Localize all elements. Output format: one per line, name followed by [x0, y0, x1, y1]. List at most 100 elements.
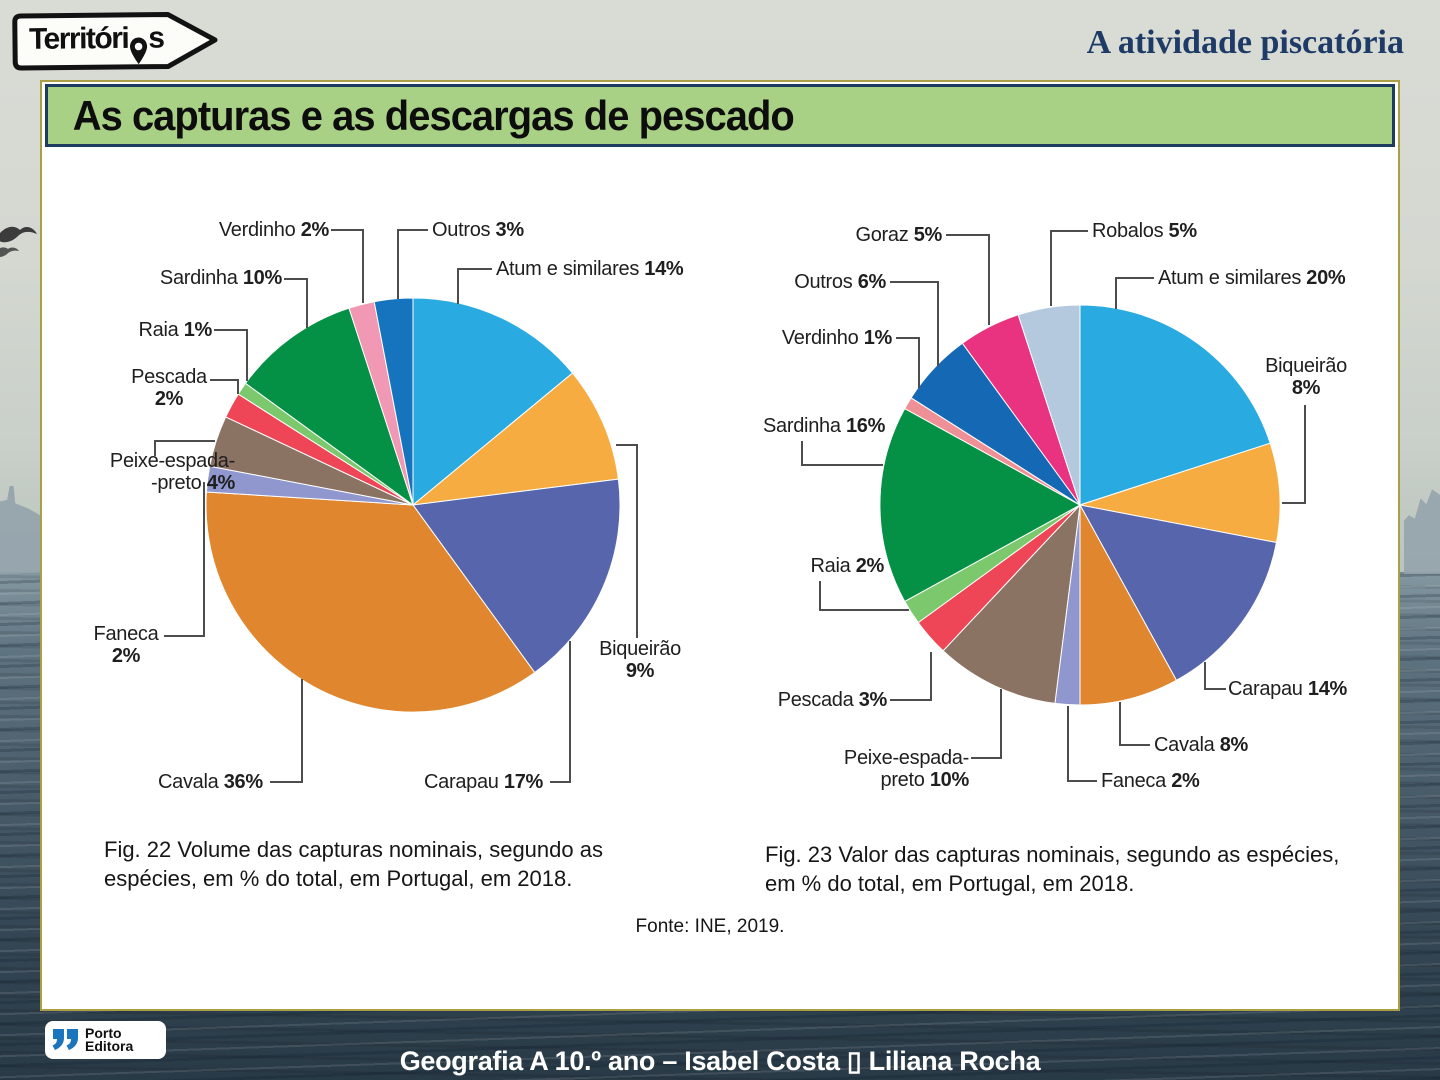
pie-slice-carapau [412, 478, 621, 674]
slice-label-robalos: Robalos 5% [1092, 220, 1262, 242]
slice-name: Peixe-espada-preto [843, 747, 969, 792]
slice-percentage: 10% [242, 267, 282, 289]
leader-line-cavala [270, 679, 303, 783]
slice-label-outros: Outros 3% [432, 219, 582, 241]
leader-line-peixe [971, 689, 1002, 759]
section-title: As capturas e as descargas de pescado [72, 91, 795, 139]
pie-chart-volume-capturas: Atum e similares 14% Biqueirão 9% Carapau 1… [80, 200, 764, 850]
slice-name: Carapau [424, 771, 499, 793]
slice-label-line: Outros 3% [432, 219, 582, 241]
pie-slice-cavala [205, 491, 536, 713]
slice-label-verdinho: Verdinho 2% [135, 219, 329, 241]
brand-name-pre: Territóri [28, 21, 129, 56]
slice-percentage: 3% [495, 219, 525, 241]
leader-line-biqueirao [616, 444, 638, 638]
slice-label-peixe: Peixe-espada-preto 10% [763, 747, 969, 792]
leader-line-verdinho [331, 229, 364, 303]
slice-label-sardinha: Sardinha 16% [763, 415, 885, 437]
pie-slice-robalos [1017, 304, 1081, 506]
slice-percentage: 10% [929, 769, 969, 792]
slice-label-line: Pescada 3% [773, 689, 888, 711]
slice-name: Peixe-espada- [109, 450, 235, 472]
slice-label-line: Biqueirão [1258, 355, 1354, 377]
slice-percentage: 1% [183, 319, 213, 341]
pie-slice-atum [412, 297, 574, 507]
slice-label-line: Verdinho 1% [770, 327, 892, 349]
slice-label-line: Cavala 36% [158, 771, 308, 793]
slice-label-raia: Raia 2% [786, 555, 884, 577]
leader-line-carapau [550, 641, 571, 783]
leader-line-robalos [1050, 230, 1088, 306]
signpost-icon [12, 11, 218, 71]
leader-line-faneca [1067, 706, 1097, 782]
slice-name: Faneca [1101, 770, 1166, 792]
slice-percentage: 5% [913, 224, 943, 246]
slice-label-line: Peixe-espada-preto 10% [763, 747, 969, 792]
slice-percentage: 17% [503, 771, 544, 793]
pie-slice-carapau [1079, 504, 1278, 681]
map-pin-icon [130, 37, 148, 65]
slice-name: Carapau [1228, 678, 1303, 700]
slice-label-line: Pescada [130, 366, 208, 388]
slice-name: Outros [432, 219, 491, 241]
slice-label-line: -preto 4% [93, 472, 235, 494]
leader-line-outros [890, 281, 939, 366]
slice-label-cavala: Cavala 8% [1154, 734, 1254, 756]
slice-name: Raia [138, 319, 179, 341]
slice-percentage: 20% [1306, 267, 1346, 289]
pie-chart-valor-capturas: Atum e similares 20% Biqueirão 8% Carapau 1… [760, 200, 1408, 850]
slice-label-outros: Outros 6% [778, 271, 886, 293]
slice-label-atum: Atum e similares 14% [496, 258, 756, 280]
porto-editora-icon [52, 1029, 78, 1050]
fig23-caption: Fig. 23 Valor das capturas nominais, seg… [765, 842, 1340, 897]
pie-slice-outros [373, 297, 414, 506]
slice-label-line: Verdinho 2% [135, 219, 329, 241]
slice-label-line: Sardinha 16% [763, 415, 885, 437]
slice-label-peixe: Peixe-espada- -preto 4% [93, 450, 235, 495]
slice-percentage: 1% [863, 327, 893, 349]
slice-label-line: Peixe-espada- [93, 450, 235, 472]
slice-name: Verdinho [781, 327, 859, 349]
slice-label-line: Faneca [90, 623, 162, 645]
slice-name: Sardinha [763, 415, 841, 437]
slice-percentage: 2% [1171, 770, 1200, 792]
slice-label-verdinho: Verdinho 1% [770, 327, 892, 349]
slice-name: Pescada [131, 366, 207, 388]
brand-logo: Territóri s [12, 11, 221, 71]
slice-label-line: Biqueirão [588, 638, 692, 660]
slice-percentage: 2% [300, 219, 330, 241]
slice-name: Faneca [93, 623, 159, 645]
publisher-logo: Porto Editora [45, 1021, 166, 1059]
leader-line-atum [1115, 277, 1154, 309]
slice-percentage: 3% [858, 689, 888, 711]
leader-line-faneca [164, 482, 205, 637]
slice-label-goraz: Goraz 5% [780, 224, 942, 246]
leader-line-outros [397, 229, 428, 299]
slice-label-line: Goraz 5% [780, 224, 942, 246]
slice-name: Cavala [158, 771, 219, 793]
pie-svg [154, 229, 638, 783]
pie-slice-sardinha [879, 407, 1082, 603]
slice-name: Verdinho [218, 219, 296, 241]
source-note: Fonte: INE, 2019. [635, 916, 785, 937]
leader-line-verdinho [896, 337, 920, 388]
slice-percentage: 16% [845, 415, 886, 437]
page-title: A atividade piscatória [1086, 24, 1404, 61]
slice-percentage: 8% [1291, 377, 1321, 400]
slice-percentage: 6% [857, 271, 887, 293]
slice-label-line: Atum e similares 14% [496, 258, 756, 280]
slice-label-line: Faneca 2% [1101, 770, 1200, 792]
slice-label-line: Sardinha 10% [120, 267, 282, 289]
leader-line-sardinha [284, 278, 308, 328]
slice-label-line: Carapau 14% [1228, 678, 1368, 700]
leader-line-cavala [1119, 702, 1150, 746]
publisher-name: Porto Editora [85, 1024, 134, 1054]
footer-credit: Geografia A 10.º ano – Isabel Costa ▯ Li… [399, 1046, 1041, 1076]
leader-line-biqueirao [1282, 405, 1306, 504]
slice-percentage: 2% [855, 555, 885, 577]
slice-name: Raia [810, 555, 851, 577]
pie-slice-biqueirao [411, 372, 619, 506]
slice-label-raia: Raia 1% [130, 319, 212, 341]
leader-line-pescada [210, 379, 239, 394]
